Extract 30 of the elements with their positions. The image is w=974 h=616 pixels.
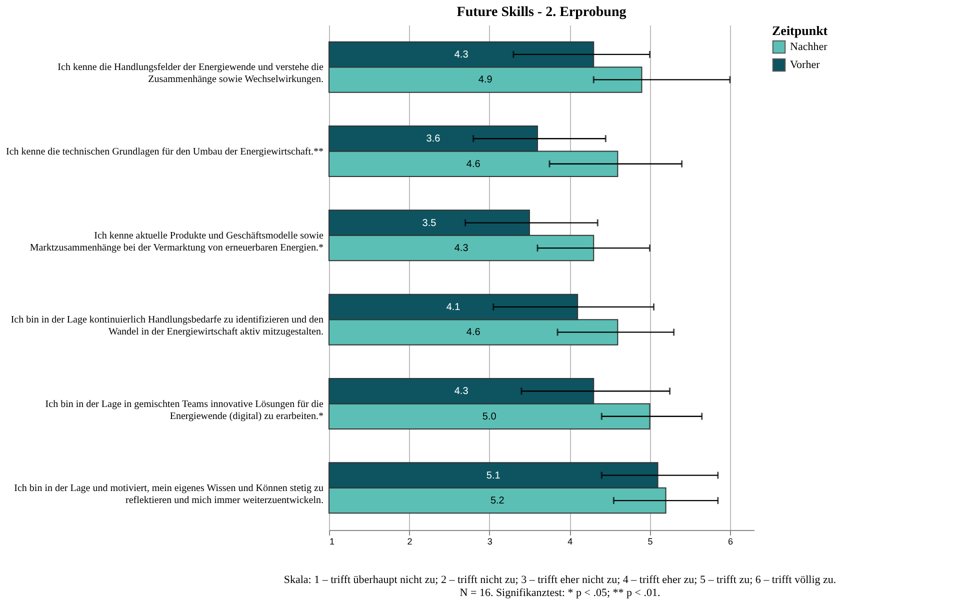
legend-label: Vorher	[790, 59, 820, 71]
data-label: 3.5	[422, 218, 437, 229]
data-label: 4.3	[454, 243, 469, 254]
y-tick-label: Ich bin in der Lage kontinuierlich Handlungsbedarfe zu identifizieren und den Wandel in der Energiewirtschaft aktiv mitzugestalten.	[10, 314, 324, 338]
data-label: 4.3	[454, 386, 469, 398]
data-label: 4.6	[466, 158, 481, 170]
y-tick-label: Ich kenne die technischen Grundlagen für den Umbau der Energiewirtschaft.**	[6, 146, 324, 158]
data-label: 4.1	[446, 302, 461, 313]
text: N = 16. Signifikanztest: * p < .05; ** p < .01.	[458, 587, 662, 600]
data-label: 4.9	[478, 74, 493, 86]
text: Skala: 1 – trifft überhaupt nicht zu; 2 – trifft nicht zu; 3 – trifft eher nicht zu; 4 – trifft eher zu; 5 – trifft zu; 6 – trifft völlig zu.	[282, 574, 838, 587]
data-label: 4.6	[466, 327, 481, 338]
data-label: 3.6	[426, 134, 441, 145]
y-tick-label: Ich kenne die Handlungsfelder der Energiewende und verstehe die Zusammenhänge sowie Wechselwirkungen.	[58, 62, 324, 86]
legend-label: Nachher	[790, 41, 828, 53]
chart-title: Future Skills - 2. Erprobung	[456, 5, 626, 20]
data-label: 4.3	[454, 49, 469, 60]
y-tick-label: Ich bin in der Lage und motiviert, mein eigenes Wissen und Können stetig zu reflektieren und mich immer weiterzuentwickeln.	[14, 482, 324, 506]
y-tick-label: Ich kenne aktuelle Produkte und Geschäftsmodelle sowie Marktzusammenhänge bei der Vermarktung von erneuerbaren Energien.*	[30, 230, 324, 254]
x-tick-label: 4	[568, 536, 573, 546]
x-tick-label: 5	[648, 536, 653, 546]
y-tick-label: Ich bin in der Lage in gemischten Teams innovative Lösungen für die Energiewende (digital) zu erarbeiten.*	[45, 398, 324, 422]
x-tick-label: 6	[728, 536, 733, 546]
data-label: 5.2	[490, 496, 505, 507]
data-label: 5.1	[486, 470, 501, 482]
x-tick-label: 1	[330, 536, 335, 546]
data-label: 5.0	[482, 411, 497, 422]
x-tick-label: 3	[487, 536, 492, 546]
x-tick-label: 2	[407, 536, 412, 546]
legend-title: Zeitpunkt	[772, 23, 828, 38]
